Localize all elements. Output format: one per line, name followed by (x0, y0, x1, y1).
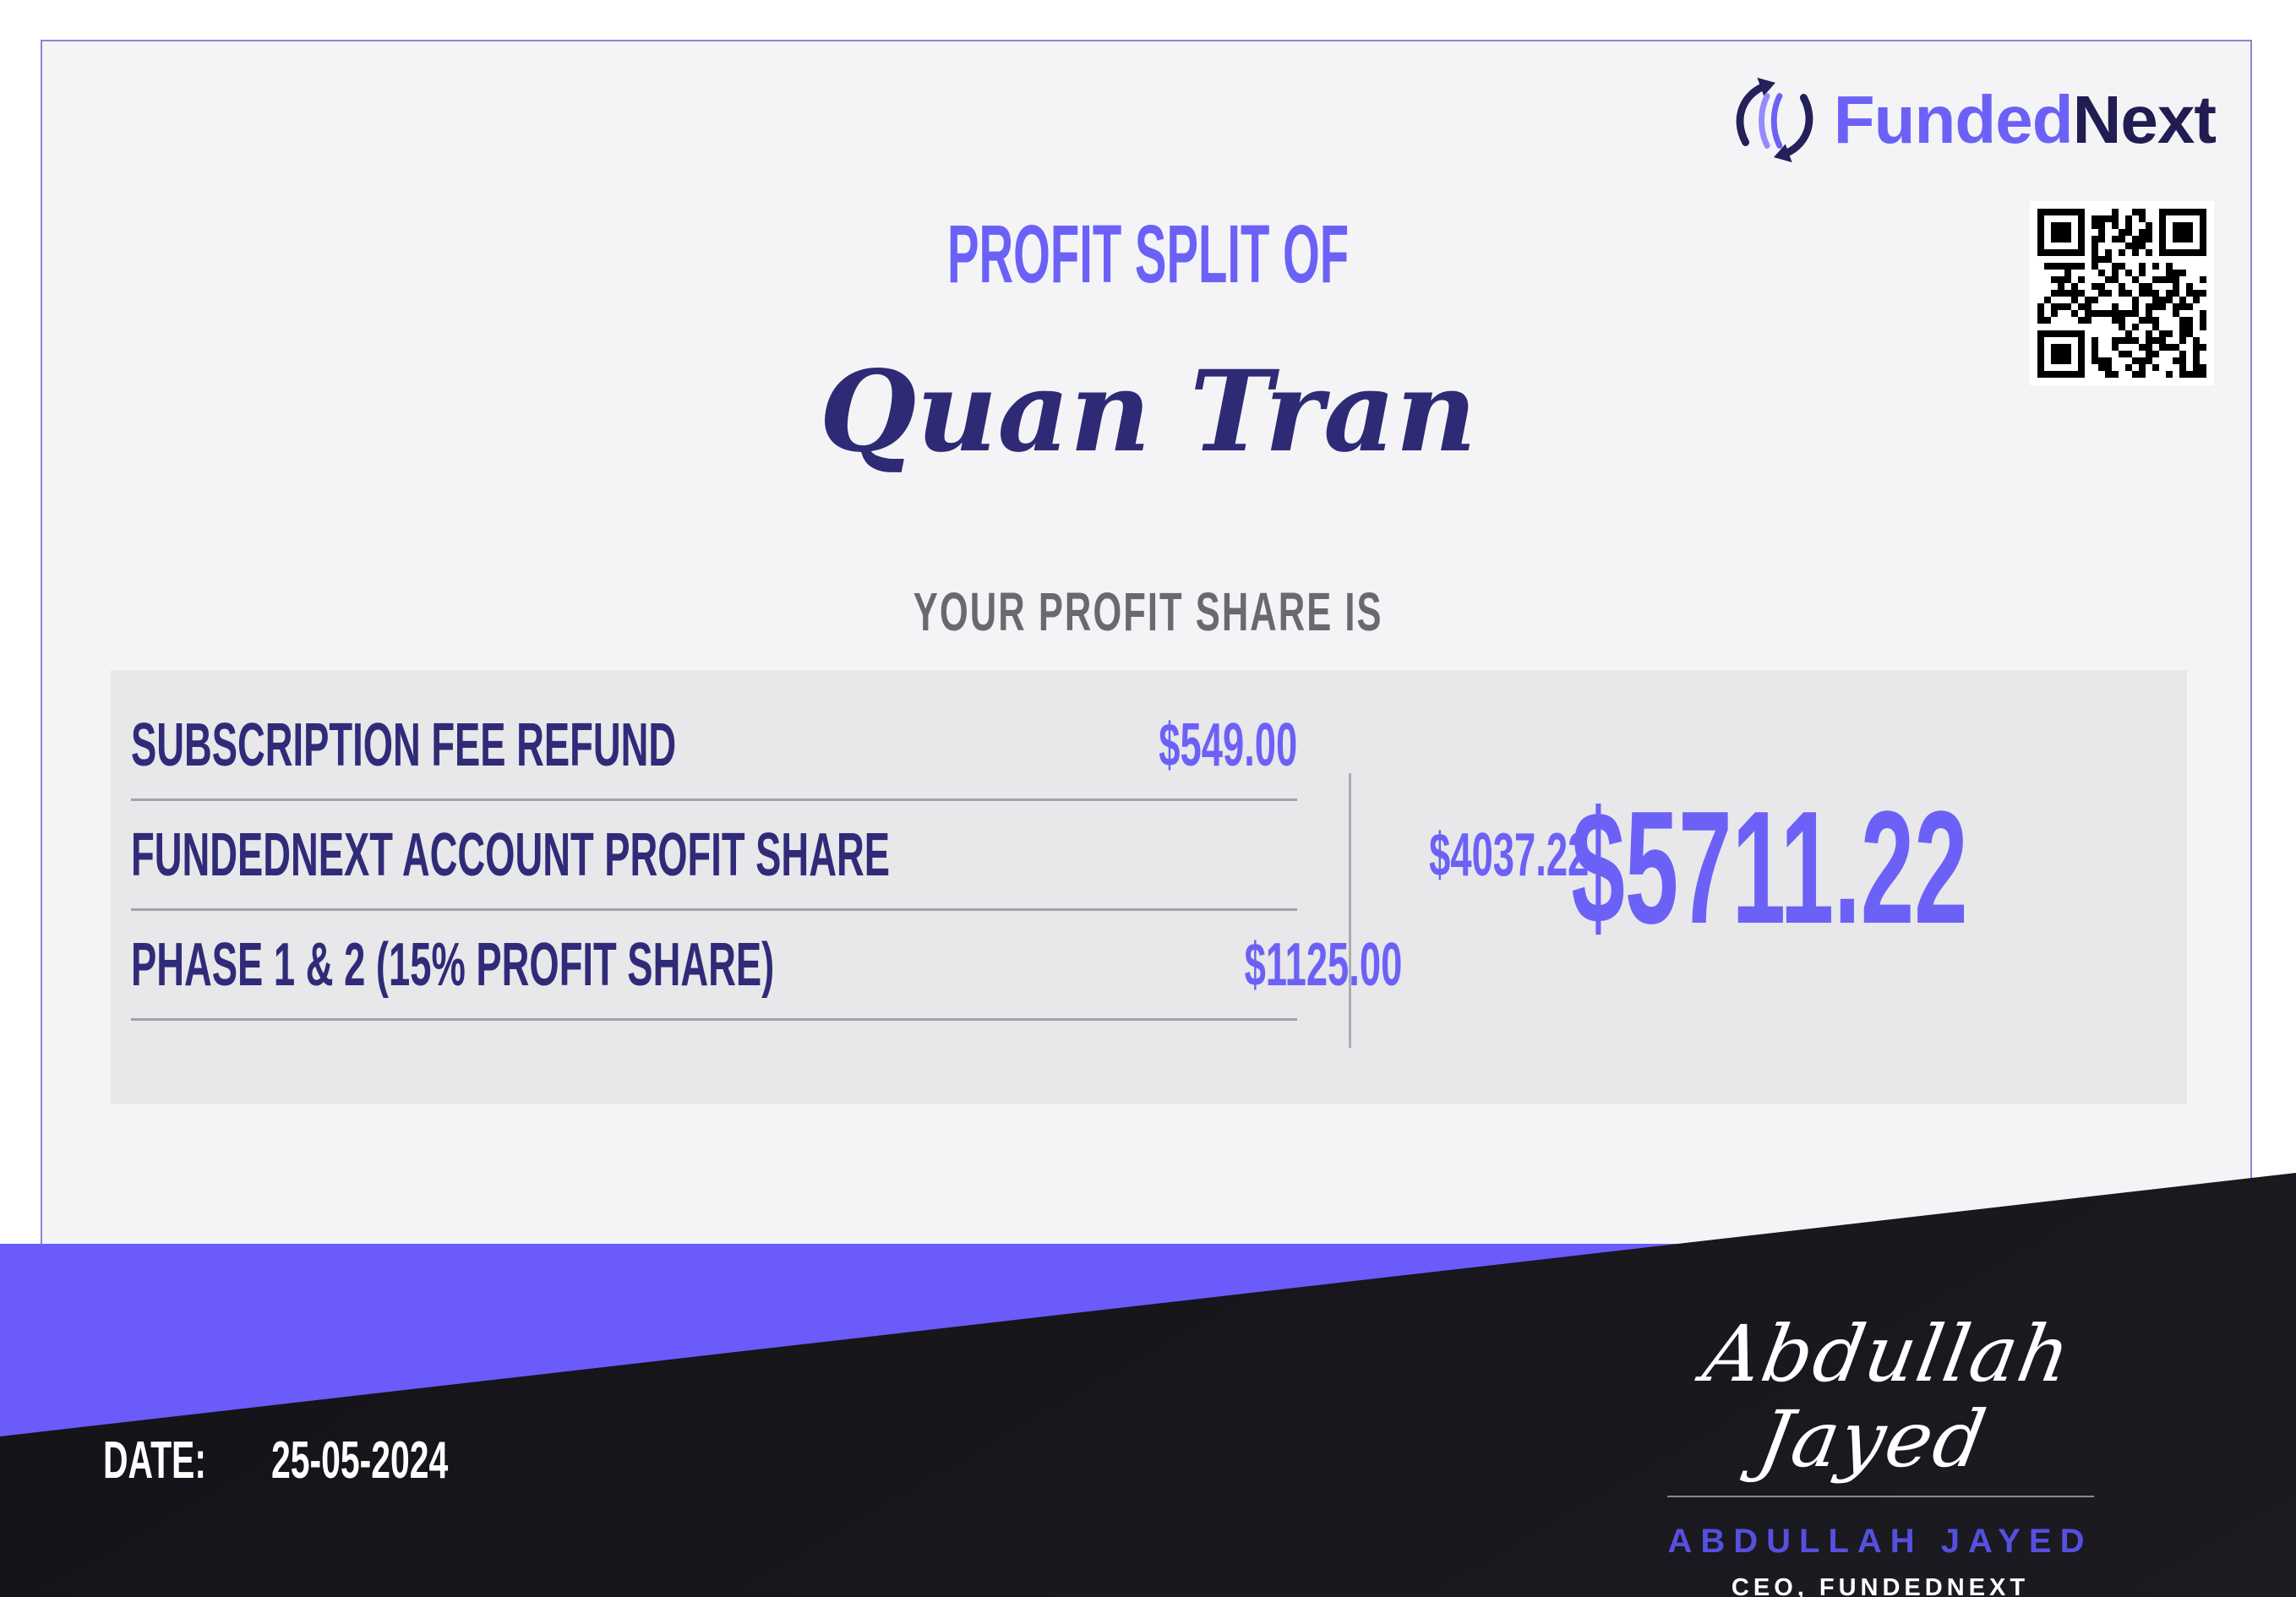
date-label: DATE: (103, 1431, 206, 1490)
signature-underline (1666, 1496, 2094, 1498)
row-label: PHASE 1 & 2 (15% PROFIT SHARE) (131, 930, 775, 999)
issue-date: DATE: 25-05-2024 (103, 1435, 539, 1487)
row-amount: $549.00 (1159, 711, 1297, 779)
fundednext-logo: FundedNext (1729, 74, 2217, 166)
total-amount: $5711.22 (1570, 778, 1968, 957)
row-amount: $1125.00 (1244, 930, 1403, 999)
table-row: FUNDEDNEXT ACCOUNT PROFIT SHARE $4037.22 (131, 801, 1590, 911)
row-label: SUBSCRIPTION FEE REFUND (131, 711, 677, 779)
signature-script: Abdullah Jayed (1697, 1309, 2079, 1485)
profit-share-heading: YOUR PROFIT SHARE IS (913, 581, 1383, 642)
qr-code (2030, 201, 2214, 385)
recipient-name: Quan Tran (819, 346, 1477, 477)
breakdown-table: SUBSCRIPTION FEE REFUND $549.00 FUNDEDNE… (111, 670, 2187, 1104)
wordmark-funded: Funded (1833, 82, 2074, 157)
wordmark-next: Next (2072, 82, 2217, 157)
table-row: PHASE 1 & 2 (15% PROFIT SHARE) $1125.00 (131, 911, 1403, 1021)
table-row: SUBSCRIPTION FEE REFUND $549.00 (131, 691, 1297, 801)
wordmark: FundedNext (1834, 86, 2217, 154)
vertical-divider (1349, 773, 1351, 1048)
signature-block: Abdullah Jayed ABDULLAH JAYED CEO, FUNDE… (1656, 1309, 2104, 1597)
swap-arrows-icon (1729, 74, 1820, 166)
signatory-name: ABDULLAH JAYED (1667, 1523, 2093, 1561)
date-value: 25-05-2024 (270, 1431, 449, 1490)
row-label: FUNDEDNEXT ACCOUNT PROFIT SHARE (131, 820, 890, 889)
row-amount: $4037.22 (1429, 820, 1590, 889)
breakdown-rows: SUBSCRIPTION FEE REFUND $549.00 FUNDEDNE… (131, 691, 1590, 1021)
certificate-title: PROFIT SPLIT OF (946, 208, 1350, 300)
signatory-title: CEO, FUNDEDNEXT (1731, 1574, 2030, 1597)
